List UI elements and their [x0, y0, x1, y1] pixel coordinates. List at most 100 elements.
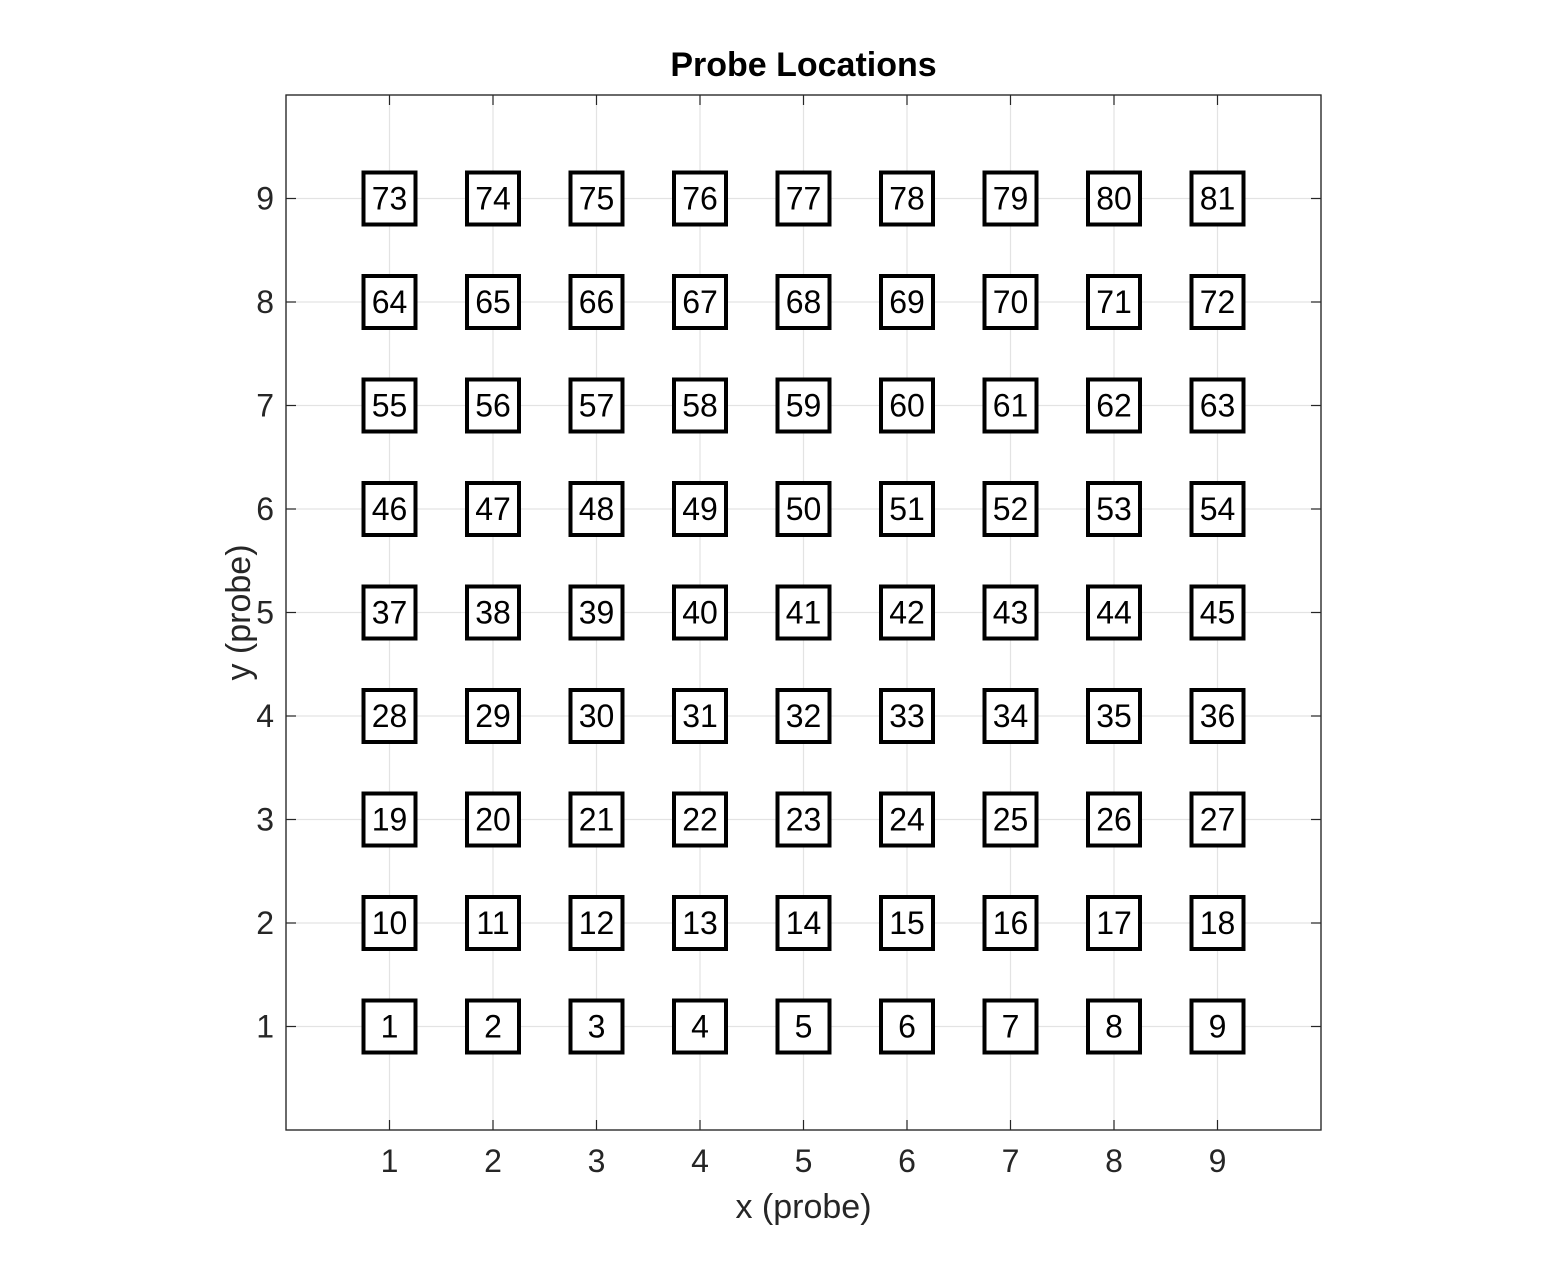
y-axis-label: y (probe) — [220, 544, 258, 680]
probe-square — [361, 481, 418, 537]
probe-label: 45 — [1200, 595, 1236, 631]
chart-title: Probe Locations — [670, 46, 936, 84]
probe-label: 34 — [993, 698, 1029, 734]
probe-square — [568, 274, 625, 330]
x-tick-label: 1 — [381, 1143, 399, 1179]
probe-label: 41 — [786, 595, 822, 631]
probe-square — [568, 688, 625, 744]
probe-label: 46 — [372, 491, 408, 527]
probe-square — [1086, 274, 1142, 330]
probe-label: 51 — [889, 491, 925, 527]
y-tick-label: 2 — [256, 905, 274, 941]
probe-square — [672, 584, 728, 641]
probe-marker: 34 — [982, 688, 1039, 744]
probe-label: 22 — [682, 802, 718, 838]
probe-marker: 39 — [568, 584, 625, 641]
probe-marker: 68 — [775, 274, 832, 330]
probe-marker: 15 — [879, 895, 935, 951]
probe-label: 7 — [1002, 1009, 1020, 1045]
probe-label: 65 — [475, 284, 511, 320]
probe-square — [672, 170, 728, 227]
probe-marker: 54 — [1189, 481, 1246, 537]
probe-marker: 55 — [361, 377, 418, 434]
probe-marker: 66 — [568, 274, 625, 330]
probe-marker: 1 — [361, 998, 418, 1055]
probe-marker: 27 — [1189, 791, 1246, 848]
probe-label: 77 — [786, 181, 822, 217]
probe-square — [465, 377, 521, 434]
probe-marker: 43 — [982, 584, 1039, 641]
probe-label: 54 — [1200, 491, 1236, 527]
probe-marker: 28 — [361, 688, 418, 744]
probe-marker: 5 — [775, 998, 832, 1055]
probe-label: 14 — [786, 905, 822, 941]
probe-label: 67 — [682, 284, 718, 320]
probe-square — [568, 791, 625, 848]
probe-marker: 3 — [568, 998, 625, 1055]
x-tick-label: 7 — [1002, 1143, 1020, 1179]
probe-marker: 65 — [465, 274, 521, 330]
probe-square — [1086, 895, 1142, 951]
probe-label: 13 — [682, 905, 718, 941]
probe-label: 56 — [475, 388, 511, 424]
probe-marker: 53 — [1086, 481, 1142, 537]
probe-marker: 24 — [879, 791, 935, 848]
probe-marker: 18 — [1189, 895, 1246, 951]
probe-marker: 52 — [982, 481, 1039, 537]
probe-marker: 48 — [568, 481, 625, 537]
probe-marker: 2 — [465, 998, 521, 1055]
probe-label: 9 — [1209, 1009, 1227, 1045]
probe-marker: 16 — [982, 895, 1039, 951]
y-tick-label: 7 — [256, 388, 274, 424]
probe-marker: 63 — [1189, 377, 1246, 434]
probe-square — [879, 791, 935, 848]
probe-marker: 23 — [775, 791, 832, 848]
probe-square — [672, 998, 728, 1055]
probe-marker: 38 — [465, 584, 521, 641]
probe-marker: 56 — [465, 377, 521, 434]
x-tick-label: 8 — [1105, 1143, 1123, 1179]
probe-square — [982, 791, 1039, 848]
y-tick-label: 4 — [256, 698, 274, 734]
probe-label: 30 — [579, 698, 615, 734]
probe-square — [361, 998, 418, 1055]
probe-square — [672, 791, 728, 848]
probe-square — [775, 584, 832, 641]
probe-square — [1189, 377, 1246, 434]
probe-square — [568, 377, 625, 434]
probe-label: 33 — [889, 698, 925, 734]
probe-square — [1086, 791, 1142, 848]
x-tick-label: 5 — [795, 1143, 813, 1179]
y-tick-label: 1 — [256, 1009, 274, 1045]
probe-marker: 47 — [465, 481, 521, 537]
probe-label: 73 — [372, 181, 408, 217]
probe-square — [775, 688, 832, 744]
probe-marker: 40 — [672, 584, 728, 641]
probe-square — [568, 584, 625, 641]
probe-square — [361, 584, 418, 641]
probe-marker: 13 — [672, 895, 728, 951]
probe-label: 28 — [372, 698, 408, 734]
probe-label: 59 — [786, 388, 822, 424]
probe-marker: 64 — [361, 274, 418, 330]
probe-marker: 4 — [672, 998, 728, 1055]
x-axis-label: x (probe) — [735, 1188, 871, 1226]
probe-square — [361, 377, 418, 434]
probe-label: 78 — [889, 181, 925, 217]
probe-label: 25 — [993, 802, 1029, 838]
probe-square — [879, 584, 935, 641]
probe-label: 5 — [795, 1009, 813, 1045]
probe-square — [465, 688, 521, 744]
probe-label: 53 — [1096, 491, 1132, 527]
probe-marker: 69 — [879, 274, 935, 330]
probe-marker: 20 — [465, 791, 521, 848]
probe-label: 1 — [381, 1009, 399, 1045]
probe-label: 40 — [682, 595, 718, 631]
probe-square — [879, 481, 935, 537]
probe-square — [775, 895, 832, 951]
probe-square — [775, 377, 832, 434]
probe-square — [1189, 481, 1246, 537]
probe-label: 71 — [1096, 284, 1132, 320]
probe-square — [1086, 481, 1142, 537]
probe-label: 11 — [476, 905, 509, 941]
